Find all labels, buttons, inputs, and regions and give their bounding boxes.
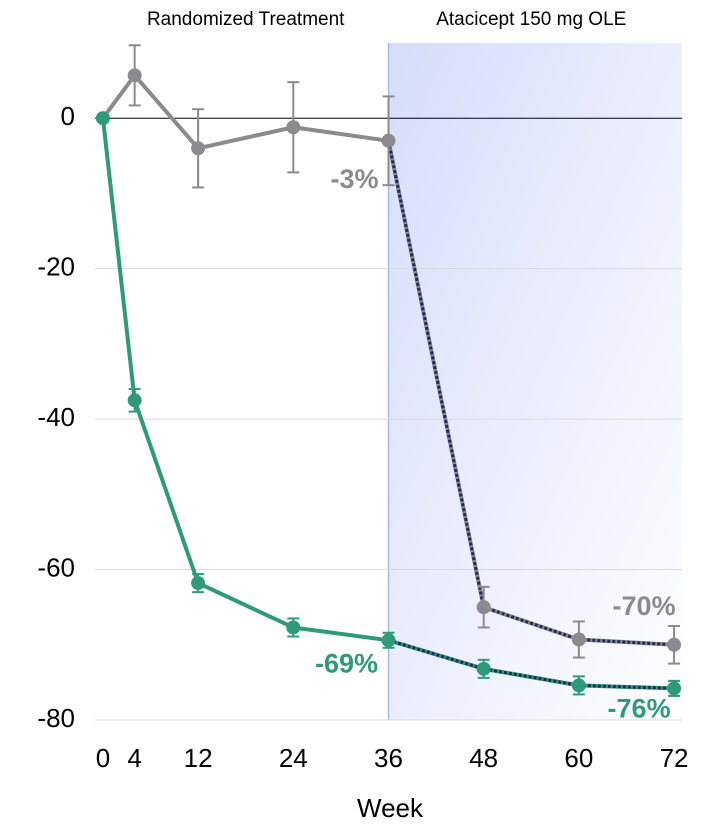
y-tick-label: -80 <box>37 703 75 733</box>
x-tick-label: 48 <box>469 743 498 773</box>
point <box>95 111 110 126</box>
series-line <box>100 117 675 691</box>
y-tick-label: -60 <box>37 552 75 582</box>
ole-line <box>388 638 675 690</box>
x-tick-label: 12 <box>184 743 213 773</box>
point <box>191 576 206 591</box>
point <box>381 133 396 148</box>
point <box>667 637 682 652</box>
y-tick-label: -20 <box>37 252 75 282</box>
point <box>286 120 301 135</box>
value-label: -3% <box>330 164 378 194</box>
x-tick-label: 60 <box>564 743 593 773</box>
x-tick-label: 0 <box>96 743 110 773</box>
point <box>571 632 586 647</box>
region-label: Randomized Treatment <box>147 9 345 30</box>
ole-line <box>387 140 675 647</box>
point <box>476 661 491 676</box>
x-tick-label: 24 <box>279 743 308 773</box>
x-tick-label: 36 <box>374 743 403 773</box>
x-axis-label: Week <box>357 793 424 823</box>
point <box>191 141 206 156</box>
point <box>381 633 396 648</box>
region-label: Atacicept 150 mg OLE <box>436 9 626 30</box>
point <box>476 600 491 615</box>
value-label: -70% <box>613 591 676 621</box>
point <box>667 681 682 696</box>
point <box>127 68 142 83</box>
series-line <box>101 73 675 647</box>
x-tick-label: 4 <box>127 743 141 773</box>
y-tick-label: 0 <box>61 101 75 131</box>
point <box>127 393 142 408</box>
value-label: -76% <box>608 694 671 724</box>
y-tick-label: -40 <box>37 402 75 432</box>
x-tick-label: 72 <box>660 743 689 773</box>
point <box>571 678 586 693</box>
value-label: -69% <box>315 648 378 678</box>
point <box>286 620 301 635</box>
